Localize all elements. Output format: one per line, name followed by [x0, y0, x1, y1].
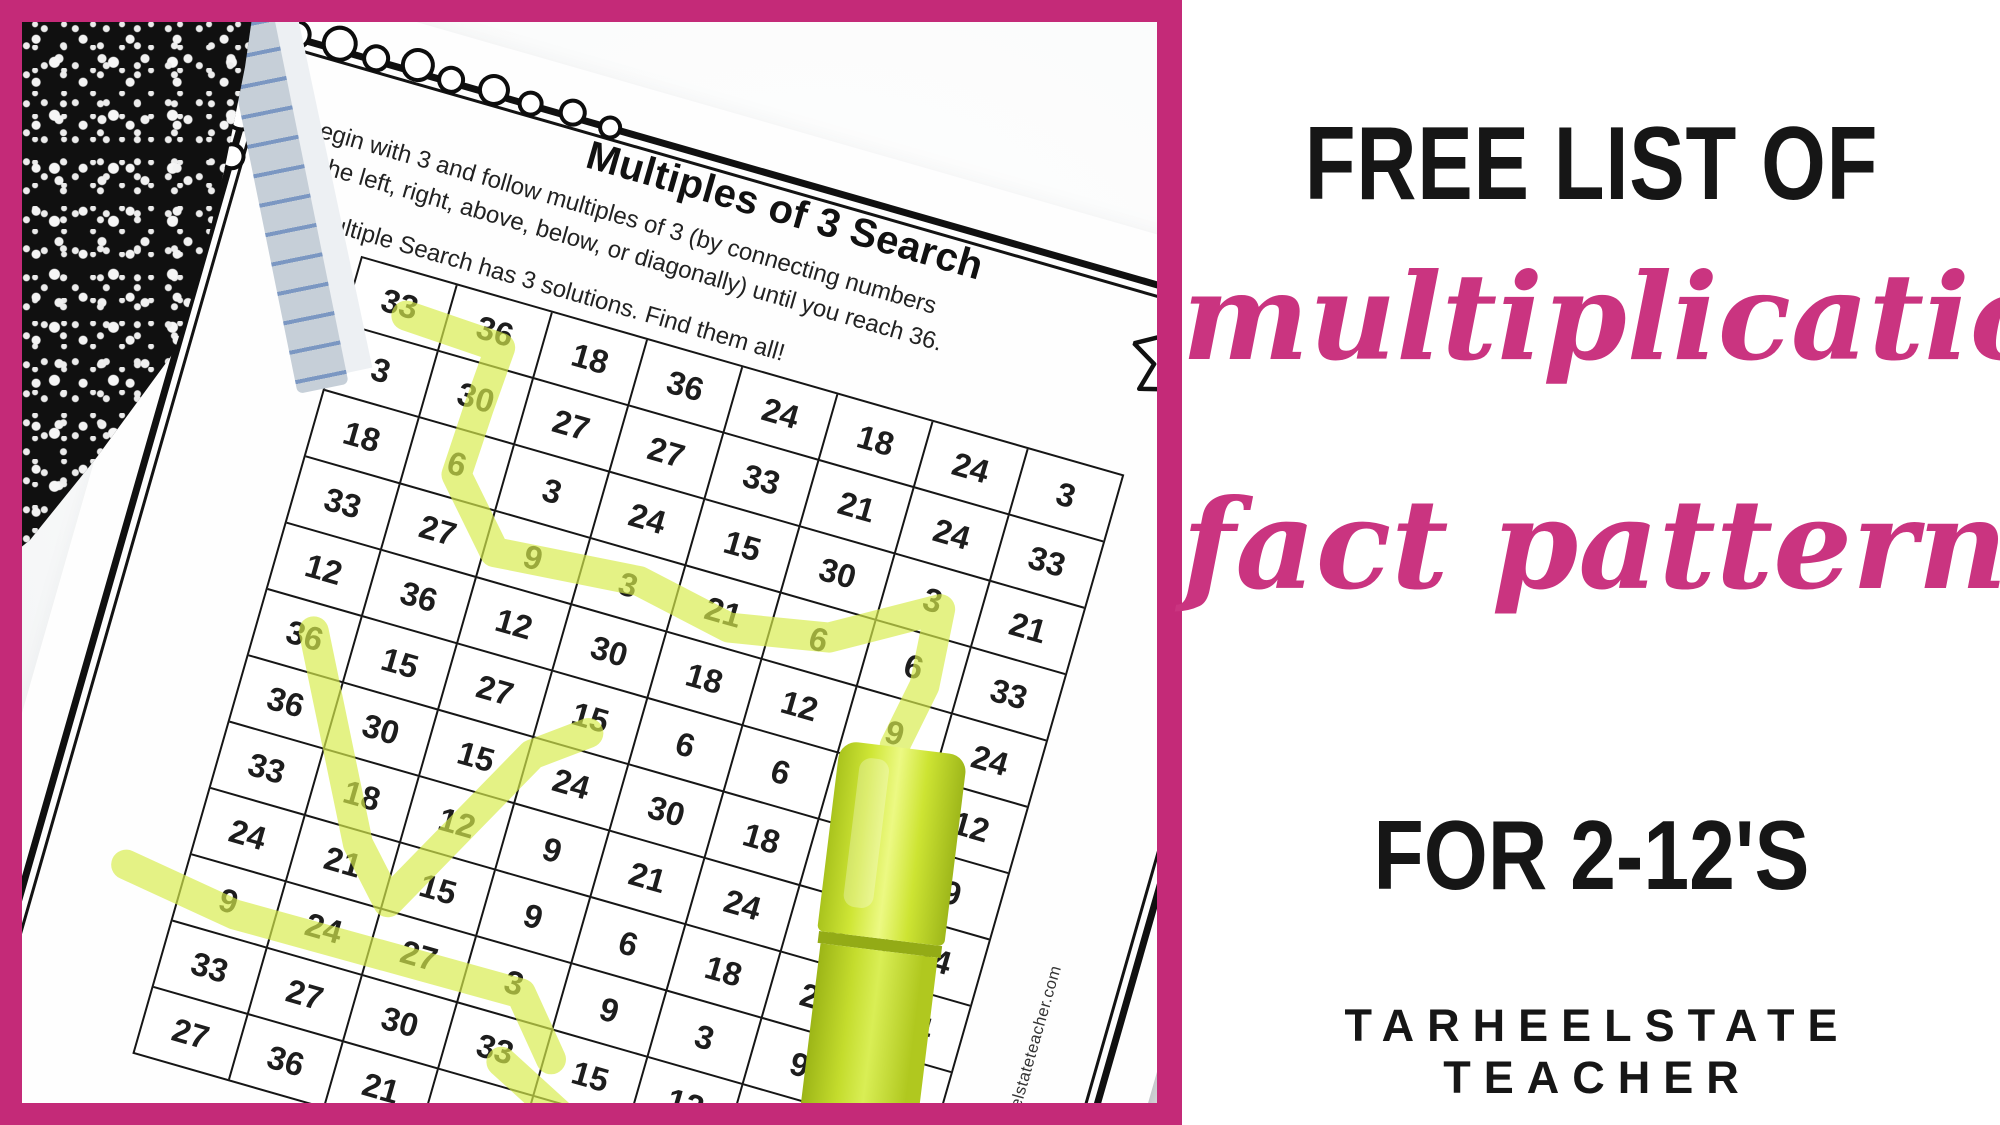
subheadline-text: FOR 2-12'S [1373, 800, 1809, 910]
subheadline: FOR 2-12'S [1182, 806, 2000, 904]
brand-name: TARHEELSTATE TEACHER [1344, 1000, 1851, 1103]
text-panel: FREE LIST OF multiplication fact pattern… [1182, 0, 2000, 1125]
worksheet-photo: Multiples of 3 Search Begin with 3 and f… [22, 22, 1157, 1103]
script-words-fact-patterns: fact patterns [1182, 473, 2000, 618]
number-grid: 33 36 18 36 24 18 24 3 3 30 27 27 33 21 24 33 18 6 3 24 15 30… [132, 255, 1125, 1103]
headline-text: FREE LIST OF [1304, 106, 1878, 222]
script-word-multiplication: multiplication [1182, 247, 2000, 388]
marker-cap-clip [842, 756, 891, 910]
pink-frame-top [0, 0, 1182, 22]
marker-body [794, 943, 938, 1103]
pink-frame-bottom [0, 1103, 1182, 1125]
worksheet-outer-frame: Multiples of 3 Search Begin with 3 and f… [22, 25, 1157, 1103]
pink-frame-divider [1157, 0, 1182, 1125]
marker-cap [817, 740, 968, 947]
number-one-starburst-icon: #1 [1131, 299, 1157, 420]
pink-frame-left [0, 0, 22, 1125]
headline: FREE LIST OF [1182, 112, 2000, 216]
